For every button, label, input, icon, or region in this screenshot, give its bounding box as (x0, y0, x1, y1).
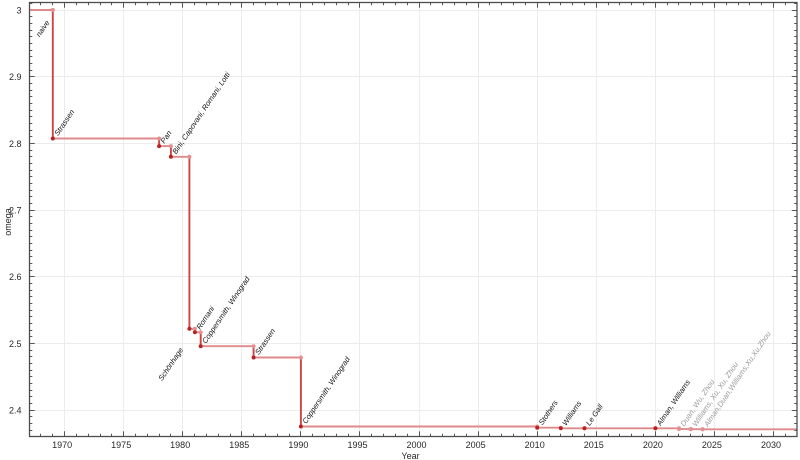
svg-text:2.8: 2.8 (9, 139, 22, 149)
svg-text:1990: 1990 (288, 440, 308, 450)
svg-text:2.4: 2.4 (9, 406, 22, 416)
svg-text:3: 3 (16, 5, 21, 15)
svg-text:2.5: 2.5 (9, 339, 22, 349)
svg-text:2030: 2030 (761, 440, 781, 450)
svg-text:2005: 2005 (466, 440, 486, 450)
svg-text:Year: Year (401, 451, 419, 460)
svg-text:1995: 1995 (347, 440, 367, 450)
svg-text:1975: 1975 (111, 440, 131, 450)
svg-text:1985: 1985 (229, 440, 249, 450)
svg-text:2015: 2015 (584, 440, 604, 450)
svg-text:1970: 1970 (52, 440, 72, 450)
svg-text:2020: 2020 (643, 440, 663, 450)
svg-text:1980: 1980 (170, 440, 190, 450)
svg-text:2000: 2000 (406, 440, 426, 450)
svg-text:2.9: 2.9 (9, 72, 22, 82)
svg-text:2.6: 2.6 (9, 272, 22, 282)
svg-text:2.7: 2.7 (9, 206, 22, 216)
svg-text:omega: omega (3, 208, 13, 236)
svg-text:2025: 2025 (702, 440, 722, 450)
svg-text:2010: 2010 (525, 440, 545, 450)
